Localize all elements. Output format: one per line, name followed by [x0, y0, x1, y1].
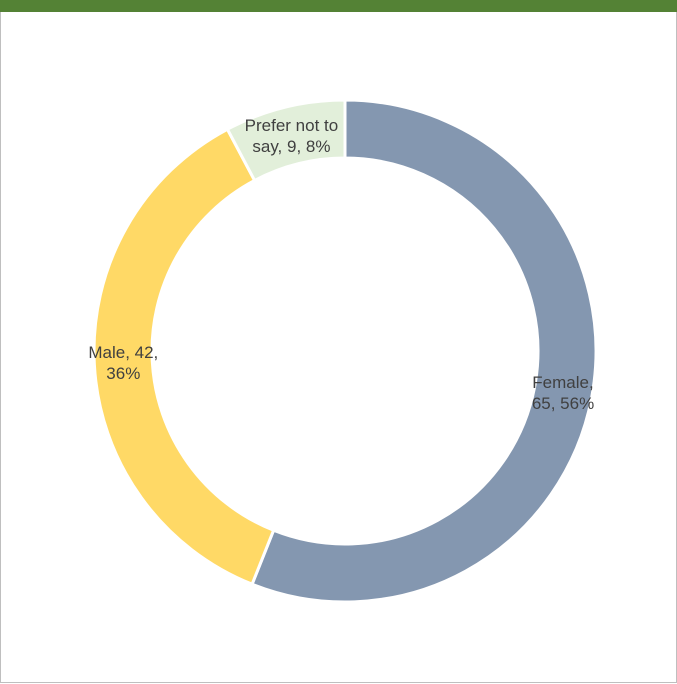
data-label: Male, 42, 36% — [88, 343, 159, 384]
data-label: Prefer not to say, 9, 8% — [244, 115, 339, 156]
header-bar — [0, 0, 677, 12]
donut-segment — [225, 98, 347, 183]
donut-segment — [250, 98, 598, 604]
data-label: Female, 65, 56% — [531, 372, 595, 413]
donut-segment — [92, 127, 276, 587]
